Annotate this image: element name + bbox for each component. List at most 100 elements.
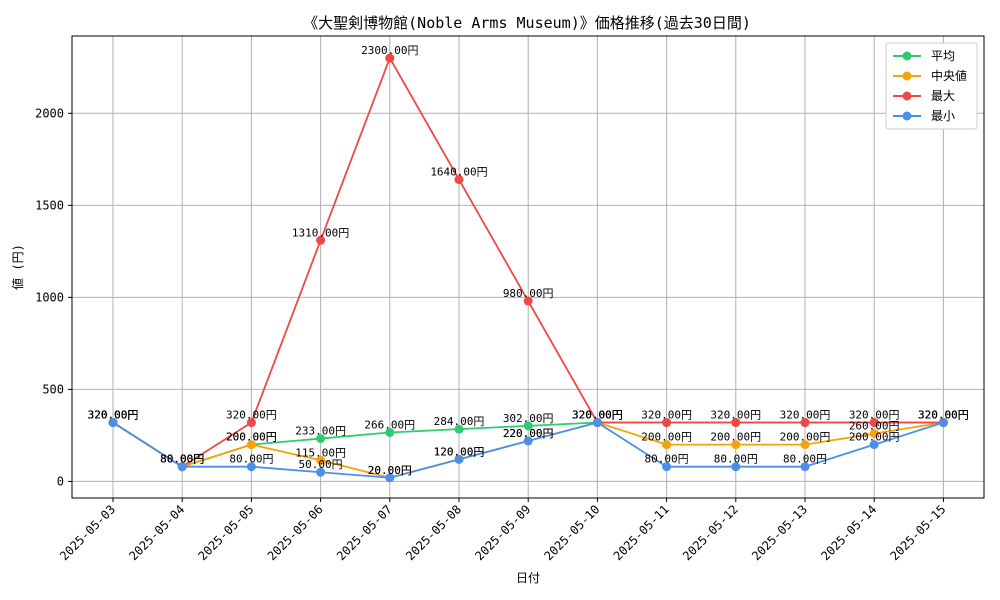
point-2-5 [454,175,464,185]
data-label-2-7: 320.00円 [572,409,623,422]
data-label-1-3: 115.00円 [295,446,346,459]
legend-label-3: 最小 [931,109,955,123]
x-tick-label-8: 2025-05-11 [611,502,672,563]
data-label-3-11: 200.00円 [849,431,900,444]
data-label-1-9: 200.00円 [710,431,761,444]
data-label-1-2: 200.00円 [226,431,277,444]
data-labels: 320.00円 80.00円 200.00円 233.00円 266.00円 284.00… [88,44,969,477]
data-label-3-10: 80.00円 [783,453,827,466]
data-label-0-0: 320.00円 [88,409,139,422]
point-3-5 [454,454,464,464]
y-tick-label-2: 1000 [35,290,64,304]
data-label-1-11: 260.00円 [849,420,900,433]
x-tick-label-6: 2025-05-09 [472,502,533,563]
data-label-1-7: 320.00円 [572,409,623,422]
point-0-4 [385,427,395,437]
point-3-3 [316,467,326,477]
data-label-3-0: 320.00円 [88,409,139,422]
x-tick-label-7: 2025-05-10 [542,502,603,563]
point-1-10 [800,440,810,450]
x-tick-label-2: 2025-05-05 [196,502,257,563]
legend-label-0: 平均 [931,49,955,63]
x-tick-label-1: 2025-05-04 [126,502,187,563]
legend-marker-2 [902,91,912,101]
data-label-3-8: 80.00円 [645,453,689,466]
x-tick-label-4: 2025-05-07 [334,502,395,563]
data-label-2-8: 320.00円 [641,409,692,422]
point-2-10 [800,418,810,428]
data-label-3-9: 80.00円 [714,453,758,466]
x-axis-label: 日付 [516,571,540,585]
data-label-2-5: 1640.00円 [430,166,487,179]
legend-marker-3 [902,111,912,121]
point-1-11 [869,429,879,439]
point-3-6 [523,436,533,446]
data-label-2-2: 320.00円 [226,409,277,422]
data-label-3-7: 320.00円 [572,409,623,422]
y-tick-label-3: 1500 [35,198,64,212]
data-label-3-4: 20.00円 [368,464,412,477]
point-1-9 [731,440,741,450]
data-label-3-2: 80.00円 [229,453,273,466]
legend-frame [885,42,978,130]
data-label-0-6: 302.00円 [503,412,554,425]
x-tick-label-9: 2025-05-12 [680,502,741,563]
point-3-12 [938,418,948,428]
point-2-2 [246,418,256,428]
data-label-0-5: 284.00円 [434,415,485,428]
data-label-2-0: 320.00円 [88,409,139,422]
data-label-3-1: 80.00円 [160,453,204,466]
point-2-3 [316,235,326,245]
x-tick-label-11: 2025-05-14 [818,502,879,563]
data-label-1-5: 120.00円 [434,445,485,458]
point-3-10 [800,462,810,472]
point-0-6 [523,421,533,431]
point-1-2 [246,440,256,450]
point-3-0 [108,418,118,428]
data-label-3-5: 120.00円 [434,445,485,458]
point-2-8 [662,418,672,428]
point-3-2 [246,462,256,472]
data-label-2-10: 320.00円 [780,409,831,422]
legend-label-2: 最大 [931,89,955,103]
point-3-8 [662,462,672,472]
point-2-9 [731,418,741,428]
x-tick-label-3: 2025-05-06 [265,502,326,563]
point-1-8 [662,440,672,450]
data-label-3-12: 320.00円 [918,409,969,422]
legend-marker-0 [902,51,912,61]
x-tick-label-0: 2025-05-03 [57,502,118,563]
point-2-6 [523,296,533,306]
point-0-3 [316,434,326,444]
y-tick-label-1: 500 [42,382,64,396]
data-label-2-11: 320.00円 [849,409,900,422]
data-label-2-12: 320.00円 [918,409,969,422]
data-label-0-4: 266.00円 [364,418,415,431]
data-label-2-1: 80.00円 [160,453,204,466]
point-2-11 [869,418,879,428]
data-label-2-4: 2300.00円 [361,44,418,57]
point-3-1 [177,462,187,472]
data-label-0-7: 320.00円 [572,409,623,422]
y-axis-ticks: 0 500 1000 1500 2000 [35,106,72,488]
series-group [108,53,948,483]
data-label-3-3: 50.00円 [299,458,343,471]
point-0-5 [454,424,464,434]
chart-title: 《大聖剣博物館(Noble Arms Museum)》価格推移(過去30日間) [303,14,751,32]
data-label-2-3: 1310.00円 [292,226,349,239]
data-label-3-6: 220.00円 [503,427,554,440]
point-3-7 [592,418,602,428]
point-2-4 [385,53,395,63]
data-label-0-3: 233.00円 [295,425,346,438]
point-3-9 [731,462,741,472]
point-3-11 [869,440,879,450]
y-axis-label: 値 (円) [10,244,25,290]
data-label-1-6: 220.00円 [503,427,554,440]
data-label-2-9: 320.00円 [710,409,761,422]
data-label-2-6: 980.00円 [503,287,554,300]
x-tick-label-12: 2025-05-15 [888,502,949,563]
data-label-1-12: 320.00円 [918,409,969,422]
data-label-0-1: 80.00円 [160,453,204,466]
